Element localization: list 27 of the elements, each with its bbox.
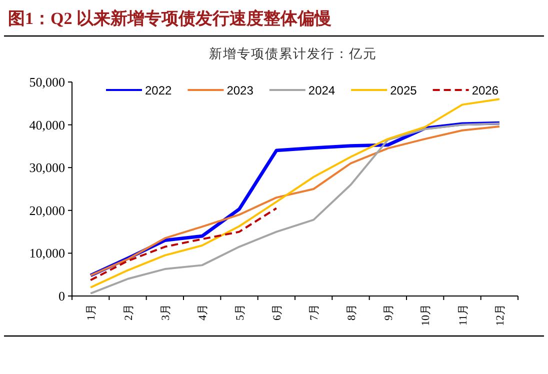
line-series (90, 207, 278, 282)
x-tick-label: 4月 (197, 304, 210, 320)
y-tick-label: 30,000 (29, 160, 65, 176)
y-tick-label: 20,000 (29, 202, 65, 218)
x-tick-label: 11月 (457, 304, 470, 326)
chart-title: 图1：Q2 以来新增专项债发行速度整体偏慢 (8, 9, 332, 28)
x-tick-label: 12月 (494, 304, 506, 326)
x-tick-label: 1月 (86, 304, 98, 320)
legend-label: 2024 (308, 84, 336, 98)
line-series (90, 98, 500, 288)
x-tick-label: 8月 (346, 304, 358, 320)
y-tick-label: 10,000 (29, 246, 65, 261)
legend-label: 2022 (145, 84, 172, 98)
chart-subtitle: 新增专项债累计发行：亿元 (209, 46, 377, 61)
legend-label: 2026 (472, 84, 499, 98)
x-tick-label: 3月 (160, 304, 172, 320)
x-tick-label: 2月 (122, 304, 135, 320)
y-tick-label: 40,000 (29, 117, 65, 132)
x-tick-label: 6月 (271, 304, 284, 320)
legend-label: 2025 (390, 84, 418, 98)
x-tick-label: 9月 (382, 304, 395, 320)
y-tick-label: 50,000 (29, 74, 65, 90)
legend-label: 2023 (226, 84, 254, 98)
x-tick-label: 10月 (420, 304, 432, 326)
x-tick-label: 7月 (308, 304, 321, 320)
y-tick-label: 0 (58, 288, 65, 304)
x-tick-label: 5月 (234, 304, 246, 320)
